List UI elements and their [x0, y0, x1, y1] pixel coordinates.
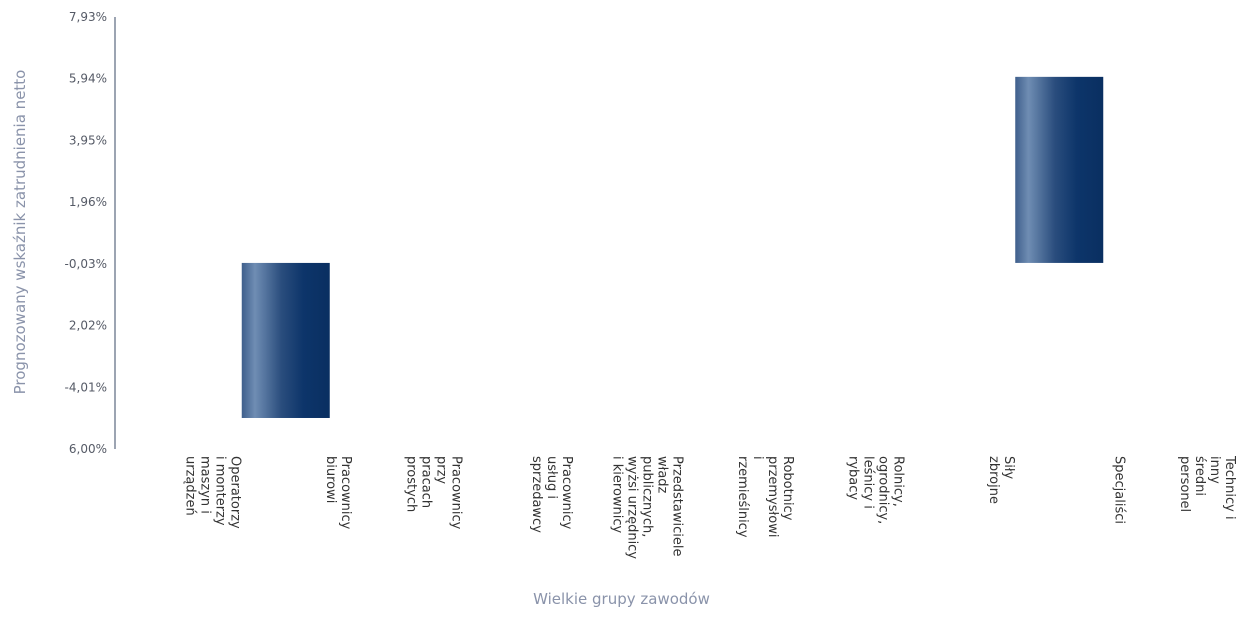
category-label-line: sprzedawcy — [529, 456, 544, 533]
category-label-line: maszyn i — [197, 456, 212, 514]
category-label-line: pracach — [418, 456, 433, 508]
category-label-line: publicznych, — [639, 456, 654, 537]
category-label: Specjaliści — [1111, 456, 1126, 524]
y-tick-label: 7,93% — [69, 10, 107, 24]
category-label-line: i kierownicy — [609, 456, 624, 534]
category-label-line: Robotnicy — [780, 456, 795, 521]
y-tick-label: 6,00% — [69, 442, 107, 456]
y-axis-title-text: Prognozowany wskaźnik zatrudnienia netto — [11, 70, 29, 395]
category-label-line: władz — [654, 456, 669, 494]
y-axis-title: Prognozowany wskaźnik zatrudnienia netto — [8, 0, 32, 614]
category-label-line: Operatorzy — [227, 456, 242, 529]
y-tick-label: 1,96% — [69, 195, 107, 209]
category-label-line: przemysłowi — [765, 456, 780, 537]
category-label-line: rybacy — [845, 456, 860, 500]
category-label-line: leśnicy i — [860, 456, 875, 509]
category-label-line: i monterzy — [212, 456, 227, 526]
category-label-line: Specjaliści — [1111, 456, 1126, 524]
category-label-line: inny — [1207, 456, 1222, 484]
category-label-line: zbrojne — [986, 456, 1001, 504]
category-label-line: prostych — [403, 456, 418, 512]
bar — [241, 262, 330, 418]
category-label-line: Pracownicy — [448, 456, 463, 530]
category-label-line: rzemieślnicy — [735, 456, 750, 538]
y-tick-label: 2,02% — [69, 319, 107, 333]
category-label-line: personel — [1177, 456, 1192, 512]
category-label-line: usług i — [544, 456, 559, 499]
bar — [1015, 76, 1104, 263]
category-label-line: Rolnicy, — [890, 456, 905, 507]
category-label-line: biurowi — [323, 456, 338, 503]
x-axis-title: Wielkie grupy zawodów — [533, 590, 710, 608]
category-label-line: urządzeń — [182, 456, 197, 516]
bars — [241, 76, 1104, 418]
category-label-line: wyżsi urzędnicy — [624, 456, 639, 559]
category-label-line: Przedstawiciele — [669, 456, 684, 556]
category-label-line: średni — [1192, 456, 1207, 496]
y-tick-label: -4,01% — [65, 380, 107, 394]
y-ticks: 7,93% 5,94% 3,95% 1,96% -0,03% 2,02% -4,01% 6,0… — [65, 10, 107, 456]
category-label-line: i — [750, 456, 765, 460]
category-label-line: ogrodnicy, — [875, 456, 890, 524]
category-label-line: Siły — [1001, 456, 1016, 480]
category-label-line: przy — [433, 456, 448, 484]
category-label-line: Pracownicy — [559, 456, 574, 530]
y-tick-label: -0,03% — [65, 257, 107, 271]
category-label-line: Pracownicy — [338, 456, 353, 530]
y-tick-label: 3,95% — [69, 133, 107, 147]
y-tick-label: 5,94% — [69, 72, 107, 86]
category-label-line: Technicy i — [1222, 455, 1237, 520]
